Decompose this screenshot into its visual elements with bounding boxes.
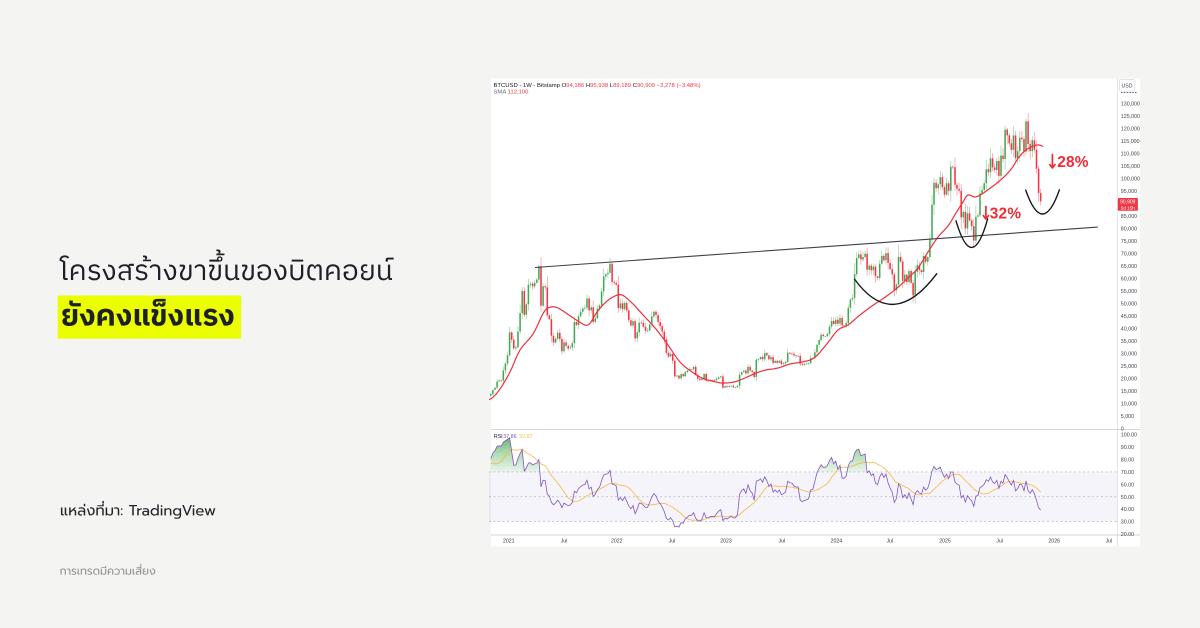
- svg-text:40.00: 40.00: [1121, 507, 1134, 513]
- svg-text:2025: 2025: [939, 539, 951, 545]
- svg-text:40,000: 40,000: [1121, 326, 1137, 332]
- svg-text:30,000: 30,000: [1121, 351, 1137, 357]
- svg-text:Jul: Jul: [996, 539, 1003, 545]
- svg-text:50,000: 50,000: [1121, 301, 1137, 307]
- svg-text:75,000: 75,000: [1121, 239, 1137, 245]
- svg-text:Jul: Jul: [778, 539, 785, 545]
- svg-text:0: 0: [1121, 427, 1124, 433]
- svg-text:80.00: 80.00: [1121, 457, 1134, 463]
- svg-text:Jul: Jul: [1105, 539, 1112, 545]
- svg-text:125,000: 125,000: [1121, 114, 1140, 120]
- svg-text:100,000: 100,000: [1121, 176, 1140, 182]
- svg-text:32%: 32%: [990, 206, 1022, 223]
- svg-text:120,000: 120,000: [1121, 126, 1140, 132]
- svg-text:80,000: 80,000: [1121, 226, 1137, 232]
- svg-text:RSI: RSI: [494, 434, 503, 440]
- svg-text:105,000: 105,000: [1121, 164, 1140, 170]
- svg-text:15,000: 15,000: [1121, 389, 1137, 395]
- svg-text:20,000: 20,000: [1121, 376, 1137, 382]
- svg-text:90,909: 90,909: [1120, 200, 1136, 206]
- svg-text:20.00: 20.00: [1121, 532, 1134, 538]
- svg-text:USD: USD: [1122, 83, 1133, 89]
- svg-text:Jul: Jul: [669, 539, 676, 545]
- svg-text:5d 15h: 5d 15h: [1121, 206, 1135, 211]
- svg-text:110,000: 110,000: [1121, 151, 1140, 157]
- svg-text:30.00: 30.00: [1121, 520, 1134, 526]
- svg-text:55,000: 55,000: [1121, 289, 1137, 295]
- svg-text:BTCUSD - 1W - Bitstamp O94,186: BTCUSD - 1W - Bitstamp O94,186 H95,938 L…: [494, 83, 701, 89]
- svg-text:28%: 28%: [1057, 154, 1089, 171]
- svg-text:130,000: 130,000: [1121, 101, 1140, 107]
- svg-text:70,000: 70,000: [1121, 251, 1137, 257]
- svg-text:2024: 2024: [831, 539, 843, 545]
- svg-text:SMA 112,100: SMA 112,100: [494, 90, 530, 96]
- svg-text:Jul: Jul: [886, 539, 893, 545]
- svg-text:100.00: 100.00: [1121, 433, 1137, 439]
- svg-text:50.00: 50.00: [1121, 495, 1134, 501]
- svg-text:10,000: 10,000: [1121, 401, 1137, 407]
- svg-text:2021: 2021: [503, 539, 515, 545]
- svg-text:90.00: 90.00: [1121, 445, 1134, 451]
- svg-text:Jul: Jul: [561, 539, 568, 545]
- svg-text:2026: 2026: [1048, 539, 1060, 545]
- svg-text:45,000: 45,000: [1121, 314, 1137, 320]
- svg-text:5,000: 5,000: [1121, 414, 1134, 420]
- svg-text:25,000: 25,000: [1121, 364, 1137, 370]
- svg-text:52.97: 52.97: [519, 434, 533, 440]
- svg-text:70.00: 70.00: [1121, 470, 1134, 476]
- svg-text:65,000: 65,000: [1121, 264, 1137, 270]
- svg-text:2023: 2023: [720, 539, 732, 545]
- svg-text:35,000: 35,000: [1121, 339, 1137, 345]
- svg-text:95,000: 95,000: [1121, 189, 1137, 195]
- svg-text:85,000: 85,000: [1121, 214, 1137, 220]
- svg-text:60,000: 60,000: [1121, 276, 1137, 282]
- svg-text:37.86: 37.86: [503, 434, 517, 440]
- svg-text:2022: 2022: [611, 539, 623, 545]
- svg-text:115,000: 115,000: [1121, 139, 1140, 145]
- svg-text:60.00: 60.00: [1121, 482, 1134, 488]
